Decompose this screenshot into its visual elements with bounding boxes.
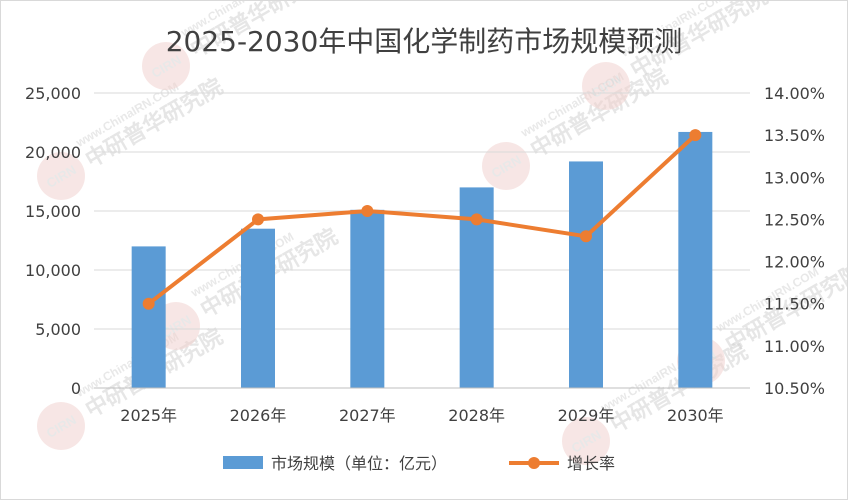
right-axis-tick-label: 12.50% [764,210,825,229]
line-series [142,129,702,310]
x-axis-tick-label: 2026年 [230,406,287,425]
left-axis-tick-label: 15,000 [25,202,81,221]
x-axis-tick-label: 2029年 [558,406,615,425]
x-axis-tick-label: 2027年 [339,406,396,425]
right-axis-tick-label: 11.00% [764,337,825,356]
legend-line-marker [528,457,540,469]
bar [569,161,603,388]
bar [131,246,166,388]
line-point [689,129,702,142]
right-axis-tick-label: 12.00% [764,253,825,272]
x-axis-tick-label: 2028年 [448,406,505,425]
series-line [147,133,697,306]
bar [241,228,275,388]
line-point [470,213,483,226]
x-axis-tick-label: 2025年 [120,406,177,425]
right-axis-tick-label: 11.50% [764,295,825,314]
x-axis-tick-labels: 2025年 2026年 2027年 2028年 2029年 2030年 [120,406,723,425]
bar [678,131,713,388]
x-axis-tick-label: 2030年 [667,406,724,425]
watermark-logo-disc [582,62,630,110]
left-axis-tick-label: 25,000 [25,84,81,103]
gridlines [94,92,750,330]
line-point [142,297,155,310]
right-axis-tick-label: 13.00% [764,168,825,187]
right-axis-tick-label: 10.50% [764,379,825,398]
right-axis-tick-label: 14.00% [764,84,825,103]
left-axis-tick-label: 0 [71,379,81,398]
left-axis-tick-label: 10,000 [25,261,81,280]
left-axis-tick-label: 20,000 [25,143,81,162]
left-axis-tick-labels: 0 5,000 10,000 15,000 20,000 25,000 [25,84,81,398]
bar [350,209,385,388]
watermark-logo-disc [37,152,85,200]
legend-bar-swatch [223,456,263,469]
legend-bar-label: 市场规模（单位：亿元） [271,454,447,473]
watermark-logo-disc [482,142,530,190]
line-point [361,205,374,217]
watermark-logo-disc [37,402,85,450]
watermark-logo-disc [142,42,190,90]
watermark-logo-disc [562,417,610,465]
chart-title: 2025-2030年中国化学制药市场规模预测 [166,25,683,58]
line-point [580,230,592,243]
legend: 市场规模（单位：亿元） 增长率 [223,454,615,473]
line-point [252,213,264,226]
right-axis-tick-label: 13.50% [764,126,825,145]
left-axis-tick-label: 5,000 [35,320,81,339]
right-axis-tick-labels: 10.50% 11.00% 11.50% 12.00% 12.50% 13.00% 13.5… [764,84,825,398]
legend-line-label: 增长率 [567,454,615,473]
